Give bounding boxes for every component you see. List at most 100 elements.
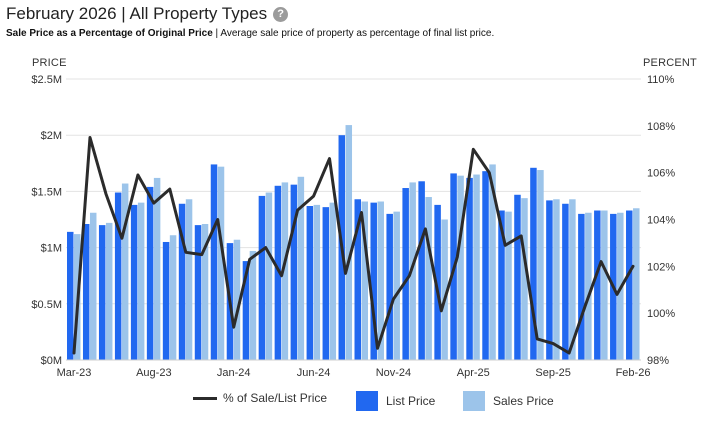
bar-sales-price — [137, 202, 145, 360]
bar-list-price — [306, 206, 314, 360]
legend-item-sales[interactable]: Sales Price — [463, 391, 554, 411]
legend-list-label: List Price — [386, 394, 436, 408]
right-tick-label: 108% — [647, 121, 675, 133]
bar-sales-price — [89, 212, 97, 360]
subtitle-bold: Sale Price as a Percentage of Original P… — [6, 28, 213, 39]
bar-sales-price — [105, 222, 113, 360]
bar-sales-price — [169, 235, 177, 360]
legend-line-label: % of Sale/List Price — [223, 391, 328, 405]
bar-list-price — [354, 199, 361, 360]
bar-sales-price — [457, 175, 464, 360]
bar-sales-price — [489, 164, 496, 360]
left-axis-title: PRICE — [32, 57, 67, 69]
bar-sales-price — [153, 177, 161, 360]
bar-list-price — [514, 194, 521, 360]
bar-list-price — [146, 186, 154, 360]
legend-line-swatch — [193, 396, 217, 400]
bar-list-price — [402, 188, 409, 360]
bar-sales-price — [553, 199, 560, 360]
legend-item-list[interactable]: List Price — [356, 391, 435, 411]
bar-sales-price — [425, 197, 432, 360]
bar-sales-price — [601, 210, 608, 360]
bar-sales-price — [585, 212, 592, 360]
chart-title: February 2026 | All Property Types — [6, 4, 268, 23]
bar-sales-price — [281, 182, 289, 360]
bar-sales-price — [569, 199, 576, 360]
bar-list-price — [130, 204, 138, 360]
bar-sales-price — [537, 170, 544, 360]
legend: % of Sale/List Price List Price Sales Pr… — [0, 391, 709, 411]
help-icon[interactable]: ? — [273, 6, 289, 22]
right-tick-label: 98% — [647, 355, 669, 367]
x-tick-label: Sep-25 — [535, 367, 570, 379]
left-tick-label: $0.5M — [31, 299, 62, 311]
bar-sales-price — [329, 202, 337, 360]
left-tick-label: $1.5M — [31, 186, 62, 198]
bar-sales-price — [361, 201, 368, 360]
bar-sales-price — [265, 192, 273, 360]
bar-list-price — [386, 213, 393, 360]
x-tick-label: Feb-26 — [616, 367, 651, 379]
left-tick-label: $0M — [41, 355, 62, 367]
bar-list-price — [67, 231, 74, 360]
x-tick-label: Jan-24 — [217, 367, 251, 379]
left-tick-label: $1M — [41, 243, 62, 255]
bar-list-price — [562, 203, 569, 360]
bar-list-price — [258, 195, 266, 360]
bar-list-price — [290, 184, 298, 360]
right-tick-label: 104% — [647, 215, 675, 227]
bar-list-price — [322, 207, 330, 360]
combo-chart: $0M $0.5M $1M $1.5M $2M $2.5M 98% 100% 102% 104% 1… — [31, 74, 675, 379]
right-tick-label: 106% — [647, 168, 675, 180]
bar-list-price — [82, 223, 90, 360]
bar-list-price — [594, 210, 601, 360]
bar-list-price — [626, 210, 633, 360]
left-tick-label: $2M — [41, 130, 62, 142]
x-tick-label: Apr-25 — [457, 367, 490, 379]
bar-sales-price — [409, 182, 416, 360]
legend-list-swatch — [356, 391, 378, 411]
bar-list-price — [114, 192, 122, 360]
bar-sales-price — [233, 239, 241, 360]
bar-sales-price — [633, 208, 640, 360]
bar-sales-price — [521, 198, 528, 360]
bar-list-price — [418, 181, 425, 360]
right-axis-title: PERCENT — [643, 57, 697, 69]
bar-list-price — [578, 213, 585, 360]
bar-list-price — [466, 177, 473, 360]
bar-list-price — [98, 225, 106, 360]
bar-list-price — [178, 203, 186, 360]
bar-list-price — [194, 225, 202, 360]
bar-sales-price — [121, 183, 129, 360]
chart-subtitle: Sale Price as a Percentage of Original P… — [6, 28, 494, 39]
right-tick-label: 110% — [647, 74, 675, 86]
bar-sales-price — [249, 250, 257, 360]
x-tick-label: Aug-23 — [136, 367, 171, 379]
bar-sales-price — [505, 211, 512, 360]
subtitle-rest: | Average sale price of property as perc… — [212, 28, 495, 39]
bar-sales-price — [393, 211, 400, 360]
bar-sales-price — [217, 166, 225, 360]
bar-sales-price — [345, 125, 353, 360]
legend-sales-swatch — [463, 391, 485, 411]
x-tick-label: Mar-23 — [57, 367, 92, 379]
bar-list-price — [530, 167, 537, 360]
bar-list-price — [162, 241, 170, 360]
title-row: February 2026 | All Property Types ? — [6, 3, 289, 25]
bar-sales-price — [313, 204, 321, 360]
bar-list-price — [242, 261, 250, 360]
bar-sales-price — [473, 174, 480, 360]
bar-list-price — [210, 164, 218, 360]
bar-list-price — [370, 202, 377, 360]
x-tick-label: Nov-24 — [376, 367, 411, 379]
x-tick-label: Jun-24 — [297, 367, 331, 379]
left-tick-label: $2.5M — [31, 74, 62, 86]
bar-sales-price — [377, 201, 384, 360]
bar-sales-price — [201, 223, 209, 360]
bar-list-price — [434, 204, 441, 360]
bar-list-price — [482, 171, 489, 360]
legend-item-line[interactable]: % of Sale/List Price — [193, 391, 327, 405]
legend-sales-label: Sales Price — [493, 394, 554, 408]
bar-list-price — [546, 200, 553, 360]
bar-list-price — [274, 185, 282, 360]
